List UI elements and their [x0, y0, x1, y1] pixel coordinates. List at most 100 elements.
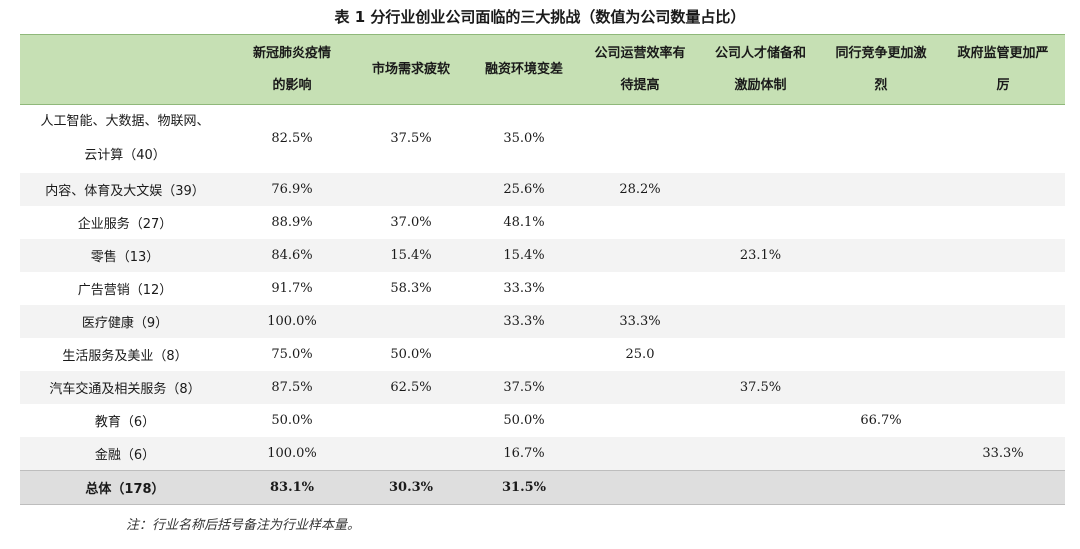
cell-covid: 84.6%: [230, 239, 354, 272]
column-header-weak-demand: 市场需求疲软: [354, 34, 468, 105]
column-header-talent: 公司人才储备和激励体制: [700, 34, 821, 105]
cell-efficiency: [580, 404, 700, 437]
column-header-covid: 新冠肺炎疫情的影响: [230, 34, 354, 105]
table-row: 企业服务（27） 88.9% 37.0% 48.1%: [20, 206, 1065, 239]
cell-weak-demand: 50.0%: [390, 347, 432, 362]
total-cell-covid: 83.1%: [230, 470, 354, 505]
cell-efficiency: 28.2%: [580, 173, 700, 206]
cell-covid: 100.0%: [230, 437, 354, 471]
cell-regulation: [941, 272, 1065, 305]
cell-talent: [700, 206, 821, 239]
table-body: 人工智能、大数据、物联网、云计算（40） 82.5% 37.5% 35.0% 内容、体育…: [20, 105, 1065, 505]
cell-efficiency: 25.0: [625, 347, 655, 362]
industry-label: 教育（6）: [94, 415, 156, 430]
cell-competition: [821, 173, 941, 206]
cell-competition: [821, 338, 941, 371]
column-header-financing: 融资环境变差: [468, 34, 580, 105]
cell-industry: 金融（6）: [20, 437, 230, 471]
cell-weak-demand: 37.5%: [390, 131, 432, 146]
industry-label: 医疗健康（9）: [81, 316, 169, 331]
column-header-talent-text: 公司人才储备和激励体制: [714, 45, 806, 93]
table-row: 金融（6） 100.0% 16.7% 33.3%: [20, 437, 1065, 471]
cell-financing: [468, 338, 580, 371]
cell-regulation: [941, 404, 1065, 437]
cell-weak-demand: 58.3%: [390, 281, 432, 296]
cell-talent: [700, 173, 821, 206]
cell-covid: 75.0%: [271, 347, 313, 362]
cell-regulation: [941, 305, 1065, 338]
table-row: 广告营销（12） 91.7% 58.3% 33.3%: [20, 272, 1065, 305]
cell-efficiency: [580, 437, 700, 471]
table-title: 表 1 分行业创业公司面临的三大挑战（数值为公司数量占比）: [334, 8, 746, 26]
cell-covid: 100.0%: [230, 305, 354, 338]
cell-regulation: [941, 338, 1065, 371]
total-cell-financing: 31.5%: [468, 470, 580, 505]
column-header-competition: 同行竞争更加激烈: [821, 34, 941, 105]
table-header-row: 新冠肺炎疫情的影响 市场需求疲软 融资环境变差 公司运营效率有待提高 公司人才储…: [20, 34, 1065, 105]
cell-regulation: [941, 371, 1065, 404]
cell-financing: 48.1%: [503, 215, 545, 230]
total-cell-industry: 总体（178）: [20, 470, 230, 505]
industry-label: 内容、体育及大文娱（39）: [45, 184, 205, 199]
cell-weak-demand: 37.0%: [390, 215, 432, 230]
cell-weak-demand: 15.4%: [354, 239, 468, 272]
cell-regulation: [941, 239, 1065, 272]
cell-efficiency: [580, 272, 700, 305]
column-header-competition-text: 同行竞争更加激烈: [835, 45, 927, 93]
cell-weak-demand: [354, 305, 468, 338]
cell-regulation: [941, 206, 1065, 239]
cell-financing: 35.0%: [503, 131, 545, 146]
cell-talent: 37.5%: [700, 371, 821, 404]
column-header-efficiency-text: 公司运营效率有待提高: [594, 45, 686, 93]
cell-weak-demand: [354, 437, 468, 471]
cell-talent: [700, 105, 821, 174]
cell-competition: [821, 371, 941, 404]
industry-label: 企业服务（27）: [77, 217, 173, 232]
table-row: 教育（6） 50.0% 50.0% 66.7%: [20, 404, 1065, 437]
cell-industry: 医疗健康（9）: [20, 305, 230, 338]
cell-industry: 教育（6）: [20, 404, 230, 437]
cell-covid: 88.9%: [271, 215, 313, 230]
cell-weak-demand: [354, 404, 468, 437]
industry-label: 汽车交通及相关服务（8）: [49, 382, 201, 397]
cell-industry: 零售（13）: [20, 239, 230, 272]
table-row: 内容、体育及大文娱（39） 76.9% 25.6% 28.2%: [20, 173, 1065, 206]
cell-covid: 87.5%: [230, 371, 354, 404]
cell-competition: [821, 305, 941, 338]
table-row: 汽车交通及相关服务（8） 87.5% 62.5% 37.5% 37.5%: [20, 371, 1065, 404]
column-header-efficiency: 公司运营效率有待提高: [580, 34, 700, 105]
cell-weak-demand: 62.5%: [354, 371, 468, 404]
cell-covid: 82.5%: [271, 131, 313, 146]
cell-weak-demand: [354, 173, 468, 206]
total-cell-competition: [821, 470, 941, 505]
cell-talent: [700, 338, 821, 371]
table-row: 生活服务及美业（8） 75.0% 50.0% 25.0: [20, 338, 1065, 371]
total-cell-efficiency: [580, 470, 700, 505]
cell-efficiency: [580, 206, 700, 239]
cell-competition: [821, 105, 941, 174]
cell-regulation: [941, 173, 1065, 206]
cell-competition: 66.7%: [860, 413, 902, 428]
cell-financing: 33.3%: [503, 281, 545, 296]
cell-competition: [821, 206, 941, 239]
cell-talent: [700, 437, 821, 471]
cell-competition: [821, 272, 941, 305]
cell-financing: 25.6%: [468, 173, 580, 206]
column-header-regulation: 政府监管更加严厉: [941, 34, 1065, 105]
cell-industry: 企业服务（27）: [20, 206, 230, 239]
cell-financing: 15.4%: [468, 239, 580, 272]
total-cell-weak-demand: 30.3%: [354, 470, 468, 505]
table-note: 注：行业名称后括号备注为行业样本量。: [126, 518, 361, 533]
cell-competition: [821, 239, 941, 272]
cell-industry: 人工智能、大数据、物联网、云计算（40）: [20, 105, 230, 174]
cell-covid: 76.9%: [230, 173, 354, 206]
cell-competition: [821, 437, 941, 471]
cell-talent: [700, 404, 821, 437]
cell-efficiency: 33.3%: [580, 305, 700, 338]
column-header-industry: [20, 34, 230, 105]
cell-financing: 33.3%: [468, 305, 580, 338]
cell-regulation: 33.3%: [941, 437, 1065, 471]
table-row: 零售（13） 84.6% 15.4% 15.4% 23.1%: [20, 239, 1065, 272]
cell-covid: 50.0%: [271, 413, 313, 428]
cell-efficiency: [580, 105, 700, 174]
